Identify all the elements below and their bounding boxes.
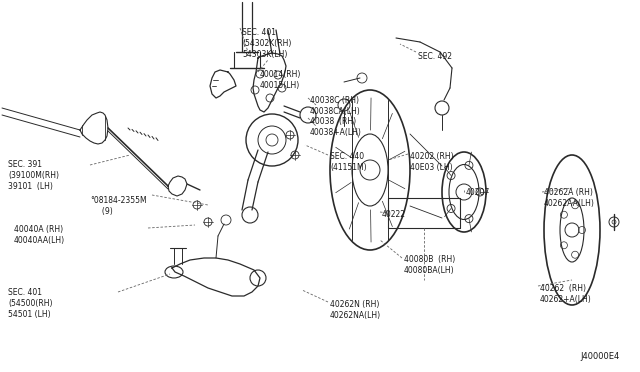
Text: 40038C (RH)
40038CA(LH): 40038C (RH) 40038CA(LH) bbox=[310, 96, 361, 116]
Text: SEC. 440
(41151M): SEC. 440 (41151M) bbox=[330, 152, 367, 172]
Text: 40262  (RH)
40262+A(LH): 40262 (RH) 40262+A(LH) bbox=[540, 284, 592, 304]
Text: SEC. 401
(54302K(RH)
54303K(LH): SEC. 401 (54302K(RH) 54303K(LH) bbox=[242, 28, 291, 59]
Text: SEC. 401
(54500(RH)
54501 (LH): SEC. 401 (54500(RH) 54501 (LH) bbox=[8, 288, 52, 319]
Text: 40014(RH)
40015(LH): 40014(RH) 40015(LH) bbox=[260, 70, 301, 90]
Text: 40207: 40207 bbox=[466, 188, 490, 197]
Text: 40202 (RH)
40E03 (LH): 40202 (RH) 40E03 (LH) bbox=[410, 152, 454, 172]
Text: J40000E4: J40000E4 bbox=[580, 352, 620, 361]
Text: 40040A (RH)
40040AA(LH): 40040A (RH) 40040AA(LH) bbox=[14, 225, 65, 245]
Text: 40222: 40222 bbox=[382, 210, 406, 219]
Text: 40080B  (RH)
40080BA(LH): 40080B (RH) 40080BA(LH) bbox=[404, 255, 455, 275]
Text: 40262N (RH)
40262NA(LH): 40262N (RH) 40262NA(LH) bbox=[330, 300, 381, 320]
Text: 40262A (RH)
40262AA(LH): 40262A (RH) 40262AA(LH) bbox=[544, 188, 595, 208]
Text: 40038  (RH)
40038+A(LH): 40038 (RH) 40038+A(LH) bbox=[310, 117, 362, 137]
Text: SEC. 492: SEC. 492 bbox=[418, 52, 452, 61]
Text: °08184-2355M
     (9): °08184-2355M (9) bbox=[90, 196, 147, 216]
Text: SEC. 391
(39100M(RH)
39101  (LH): SEC. 391 (39100M(RH) 39101 (LH) bbox=[8, 160, 59, 191]
